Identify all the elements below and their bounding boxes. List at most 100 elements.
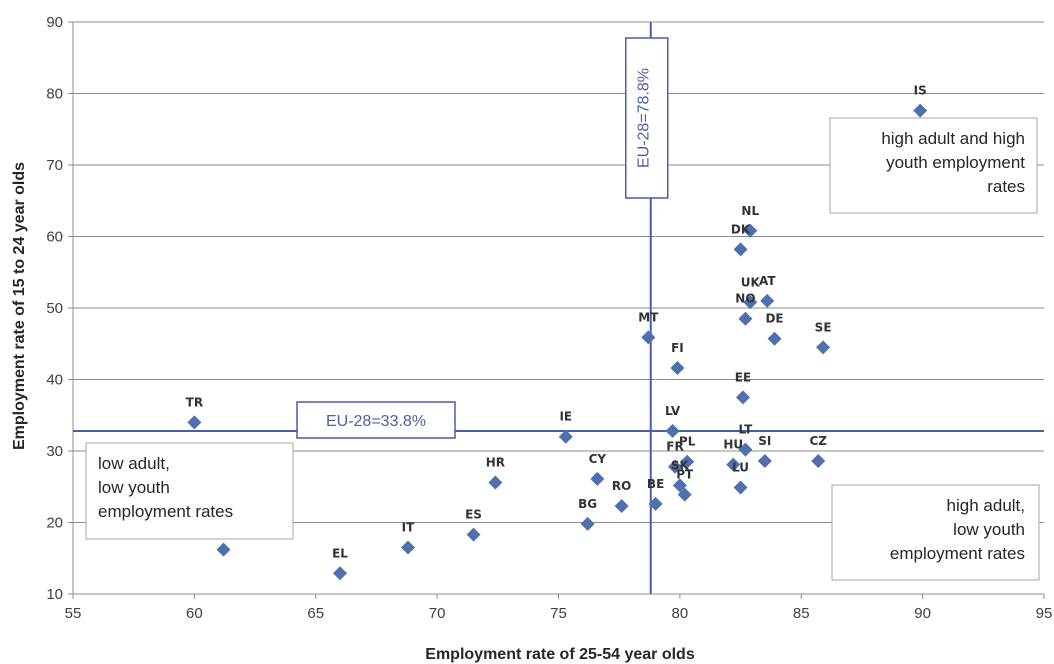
x-tick-label: 90 — [914, 605, 931, 622]
data-point-label: LT — [738, 423, 753, 437]
y-tick-label: 40 — [46, 372, 63, 389]
x-tick-label: 70 — [429, 605, 446, 622]
x-tick-label: 75 — [550, 605, 567, 622]
y-tick-label: 50 — [46, 300, 63, 317]
data-point-marker — [488, 475, 503, 490]
data-point-label: ES — [465, 508, 482, 522]
data-point-marker — [680, 454, 695, 469]
data-point-label: NO — [735, 292, 755, 306]
data-point-label: IE — [559, 410, 572, 424]
annotation-bottom-right-line: low youth — [953, 520, 1025, 539]
reference-lines: EU-28=78.8% EU-28=33.8% — [73, 22, 1044, 594]
data-point-marker — [677, 487, 692, 502]
data-point-label: DK — [731, 222, 751, 236]
data-point-label: DE — [765, 312, 783, 326]
data-point-label: PL — [679, 435, 696, 449]
x-tick-label: 80 — [672, 605, 689, 622]
y-tick-label: 10 — [46, 586, 63, 603]
axes: 10 20 30 40 50 60 70 80 90 55 60 65 70 75 80 85 90 95 — [46, 14, 1052, 622]
data-point-marker — [738, 311, 753, 326]
annotation-top-right-line: high adult and high — [881, 129, 1025, 148]
data-point-label: EE — [735, 370, 751, 384]
y-tick-label: 60 — [46, 229, 63, 246]
data-point-label: EL — [332, 546, 348, 560]
data-point-marker — [743, 295, 758, 310]
data-point-label: CZ — [809, 434, 827, 448]
data-point-marker — [648, 496, 663, 511]
data-point-marker — [333, 566, 348, 581]
data-point-label: SE — [815, 320, 832, 334]
data-point-marker — [466, 527, 481, 542]
data-point-label: HR — [486, 455, 505, 469]
data-point-marker — [668, 459, 683, 474]
data-point-marker — [590, 471, 605, 486]
annotation-bottom-right-box — [831, 484, 1040, 581]
data-point-marker — [400, 540, 415, 555]
data-point-marker — [614, 499, 629, 514]
eu-youth-label: EU-28=33.8% — [326, 413, 426, 430]
x-tick-label: 55 — [65, 605, 82, 622]
x-tick-label: 95 — [1036, 605, 1053, 622]
data-point-label: IT — [402, 521, 415, 535]
y-tick-label: 80 — [46, 86, 63, 103]
x-tick-label: 85 — [793, 605, 810, 622]
data-point-marker — [558, 429, 573, 444]
annotation-top-right-line: rates — [987, 177, 1025, 196]
data-point-label: MT — [638, 310, 659, 324]
x-tick-label: 65 — [307, 605, 324, 622]
annotation-top-right-box — [829, 117, 1038, 214]
data-point-label: HU — [723, 438, 743, 452]
data-point-label: NL — [741, 204, 759, 218]
data-point-label: BG — [578, 497, 597, 511]
y-tick-label: 70 — [46, 157, 63, 174]
data-point-label: UK — [741, 275, 761, 289]
x-tick-label: 60 — [186, 605, 203, 622]
data-point-marker — [757, 454, 772, 469]
annotation-bottom-left-line: employment rates — [98, 502, 233, 521]
annotation-bottom-left-line: low adult, — [98, 454, 170, 473]
data-point-marker — [733, 480, 748, 495]
data-point-label: SK — [671, 458, 690, 472]
y-tick-label: 90 — [46, 14, 63, 31]
data-point-marker — [767, 331, 782, 346]
data-point-label: SI — [758, 434, 771, 448]
data-point-marker — [726, 457, 741, 472]
y-tick-label: 20 — [46, 515, 63, 532]
x-axis-label: Employment rate of 25-54 year olds — [425, 646, 695, 663]
data-point-label: AT — [759, 274, 776, 288]
eu-adult-label: EU-28=78.8% — [636, 68, 653, 168]
annotation-bottom-right-line: employment rates — [890, 544, 1025, 563]
data-point-marker — [738, 442, 753, 457]
data-point-marker — [641, 330, 656, 345]
y-tick-label: 30 — [46, 443, 63, 460]
data-point-marker — [760, 293, 775, 308]
data-point-marker — [816, 340, 831, 355]
data-point-label: FR — [666, 440, 683, 454]
data-point-label: CY — [589, 452, 607, 466]
data-point-marker — [743, 223, 758, 238]
data-point-marker — [672, 478, 687, 493]
data-point-label: BE — [647, 477, 664, 491]
data-point-label: FI — [671, 341, 684, 355]
data-point-marker — [735, 390, 750, 405]
annotation-top-right-line: youth employment — [886, 153, 1025, 172]
annotation-bottom-right-line: high adult, — [947, 496, 1025, 515]
data-point-marker — [187, 415, 202, 430]
data-point-marker — [670, 361, 685, 376]
annotation-bottom-left-box — [85, 442, 294, 540]
data-point-marker — [733, 242, 748, 257]
data-point-marker — [811, 454, 826, 469]
data-point-label: IS — [914, 84, 927, 98]
data-point-label: RO — [612, 479, 631, 493]
data-point-label: LV — [665, 404, 681, 418]
data-point-marker — [665, 423, 680, 438]
data-point-label: TR — [186, 395, 203, 409]
annotation-boxes: high adult and high youth employment rates… — [85, 117, 1040, 581]
data-point-marker — [216, 542, 231, 557]
data-point-marker — [580, 516, 595, 531]
y-axis-label: Employment rate of 15 to 24 year olds — [11, 162, 28, 450]
eu-adult-label-box — [624, 37, 669, 199]
eu-youth-label-box — [296, 401, 456, 439]
